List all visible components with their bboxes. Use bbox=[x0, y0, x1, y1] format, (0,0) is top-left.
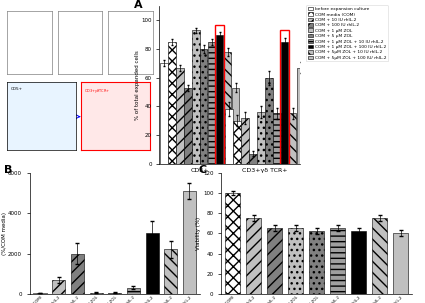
Bar bbox=[330, 228, 345, 294]
Bar bbox=[351, 231, 366, 294]
Y-axis label: % of total expanded cells: % of total expanded cells bbox=[135, 50, 140, 120]
Bar bbox=[267, 228, 282, 294]
Bar bbox=[281, 42, 289, 164]
Bar bbox=[168, 42, 176, 164]
Bar bbox=[90, 293, 102, 294]
Bar bbox=[309, 231, 324, 294]
Text: A: A bbox=[134, 0, 143, 10]
Y-axis label: Cell numbers
(%/COM media): Cell numbers (%/COM media) bbox=[0, 212, 7, 255]
Bar bbox=[146, 233, 159, 294]
Text: C: C bbox=[198, 165, 206, 175]
Bar bbox=[225, 193, 240, 294]
Bar bbox=[224, 52, 231, 164]
Bar bbox=[216, 35, 224, 164]
Bar bbox=[233, 121, 241, 164]
Bar bbox=[108, 293, 121, 294]
Bar bbox=[192, 30, 200, 164]
Bar bbox=[289, 114, 296, 164]
Bar bbox=[200, 49, 207, 164]
Bar bbox=[226, 109, 233, 164]
Bar bbox=[288, 228, 303, 294]
Bar bbox=[246, 218, 261, 294]
Bar bbox=[372, 218, 387, 294]
Bar bbox=[184, 88, 192, 164]
Bar bbox=[183, 191, 196, 294]
Y-axis label: Viability (%): Viability (%) bbox=[196, 217, 201, 250]
Legend: before expansion culture, COM media (COM), COM + 10 IU rhIL-2, COM + 100 IU rhIL: before expansion culture, COM media (COM… bbox=[306, 5, 388, 62]
Bar bbox=[257, 112, 265, 164]
Bar bbox=[249, 154, 257, 164]
Bar bbox=[393, 233, 408, 294]
Bar bbox=[160, 63, 168, 164]
Text: B: B bbox=[4, 165, 13, 175]
Bar bbox=[241, 118, 249, 164]
Bar bbox=[127, 288, 140, 294]
Bar bbox=[164, 249, 177, 294]
Bar bbox=[297, 68, 304, 164]
Bar bbox=[34, 293, 47, 294]
Bar bbox=[215, 25, 224, 165]
Bar bbox=[273, 114, 281, 164]
Bar bbox=[208, 42, 215, 164]
Bar bbox=[71, 254, 84, 294]
Bar bbox=[232, 88, 239, 164]
Bar bbox=[52, 280, 65, 294]
Bar bbox=[265, 78, 272, 164]
Bar bbox=[280, 30, 289, 165]
Bar bbox=[176, 68, 184, 164]
